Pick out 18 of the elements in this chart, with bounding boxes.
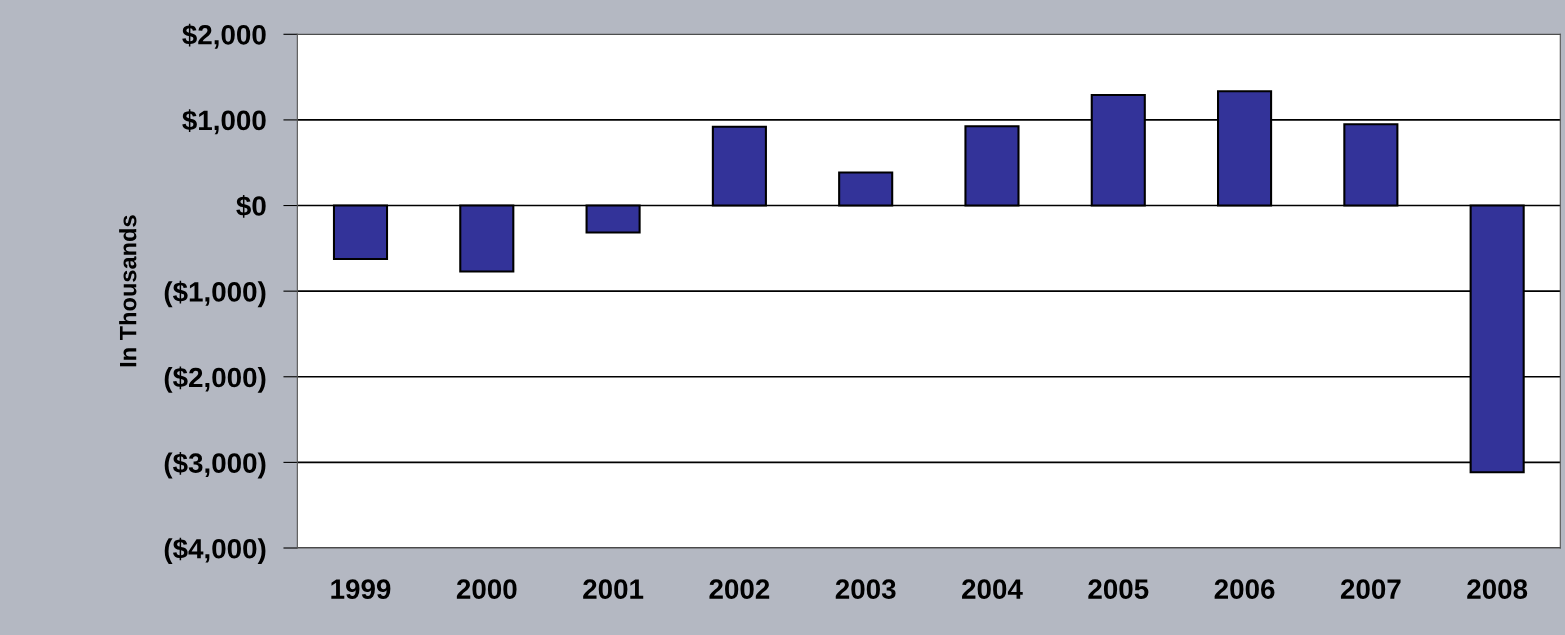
- x-tick-label: 2001: [583, 579, 644, 599]
- x-tick-label: 1999: [331, 579, 391, 599]
- x-tick-label: 2000: [456, 579, 517, 599]
- x-tick-label: 2006: [1214, 579, 1275, 599]
- y-tick-label: $1,000: [182, 109, 266, 135]
- y-tick-label: ($1,000): [164, 280, 266, 308]
- x-tick-label: 2005: [1088, 579, 1149, 599]
- y-tick-label: ($4,000): [164, 537, 266, 565]
- x-tick-label: 2004: [962, 579, 1023, 599]
- x-tick-label: 2003: [835, 579, 896, 599]
- y-tick-label: $2,000: [182, 23, 266, 49]
- y-tick-label: ($2,000): [164, 366, 266, 393]
- y-axis-title: In Thousands: [119, 215, 137, 367]
- y-tick-label: $0: [236, 194, 266, 218]
- y-tick-label: ($3,000): [164, 452, 266, 479]
- x-tick-label: 2007: [1340, 579, 1401, 599]
- x-tick-label: 2008: [1467, 579, 1528, 599]
- x-tick-label: 2002: [709, 579, 770, 599]
